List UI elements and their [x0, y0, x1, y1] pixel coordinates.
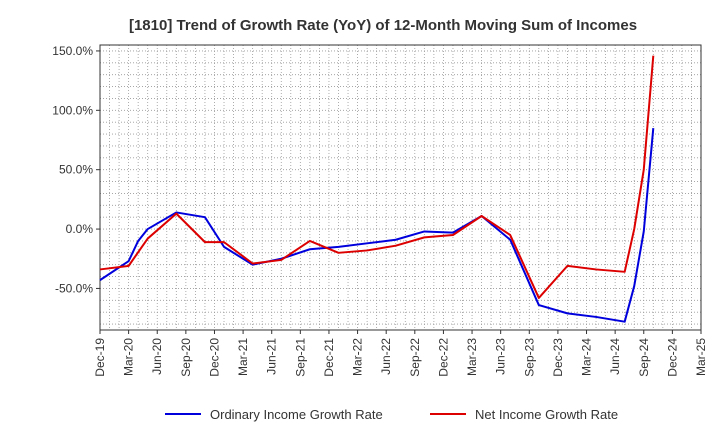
y-tick-label: 150.0%: [52, 44, 93, 58]
chart-title: [1810] Trend of Growth Rate (YoY) of 12-…: [129, 17, 637, 34]
legend-label: Net Income Growth Rate: [475, 407, 618, 422]
x-tick-label: Dec-23: [551, 338, 565, 377]
x-tick-label: Jun-21: [265, 338, 279, 375]
x-tick-label: Mar-24: [580, 338, 594, 376]
x-tick-label: Sep-22: [408, 338, 422, 377]
x-tick-label: Dec-19: [93, 338, 107, 377]
legend: Ordinary Income Growth Rate Net Income Gr…: [165, 407, 618, 422]
y-tick-label: -50.0%: [55, 281, 93, 295]
y-axis-ticks: 150.0% 100.0% 50.0% 0.0% -50.0%: [52, 44, 100, 295]
x-tick-label: Dec-20: [207, 338, 221, 377]
x-tick-label: Dec-24: [665, 338, 679, 377]
x-tick-label: Jun-24: [608, 338, 622, 375]
x-tick-label: Mar-22: [351, 338, 365, 376]
x-tick-label: Sep-23: [522, 338, 536, 377]
x-tick-label: Mar-20: [122, 338, 136, 376]
x-tick-label: Mar-25: [694, 338, 708, 376]
series-lines: [99, 55, 655, 323]
plot-area-border: [99, 44, 702, 331]
x-tick-label: Dec-22: [436, 338, 450, 377]
x-tick-label: Dec-21: [322, 338, 336, 377]
x-tick-label: Jun-23: [494, 338, 508, 375]
legend-label: Ordinary Income Growth Rate: [210, 407, 383, 422]
y-tick-label: 0.0%: [66, 222, 94, 236]
x-tick-label: Sep-21: [293, 338, 307, 377]
x-tick-label: Mar-21: [236, 338, 250, 376]
x-tick-label: Sep-20: [179, 338, 193, 377]
x-tick-label: Jun-22: [379, 338, 393, 375]
x-tick-label: Sep-24: [637, 338, 651, 377]
grid-lines: [100, 45, 701, 330]
series-line-net-income: [99, 55, 655, 299]
x-axis-ticks: Dec-19 Mar-20 Jun-20 Sep-20 Dec-20 Mar-21 Jun-…: [93, 330, 708, 377]
series-line-ordinary-income: [99, 128, 655, 323]
y-tick-label: 50.0%: [59, 163, 93, 177]
y-tick-label: 100.0%: [52, 103, 93, 117]
x-tick-label: Mar-23: [465, 338, 479, 376]
x-tick-label: Jun-20: [150, 338, 164, 375]
